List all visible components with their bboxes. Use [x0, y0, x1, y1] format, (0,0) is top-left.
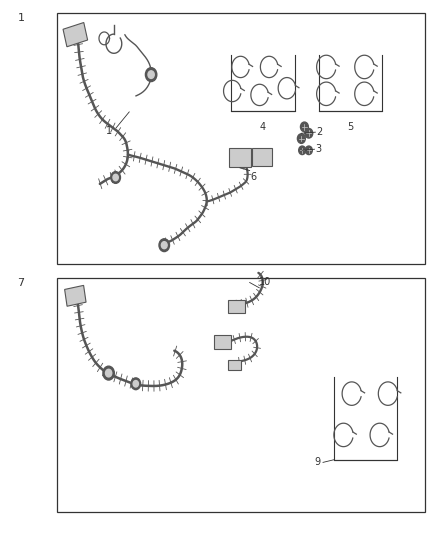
Circle shape: [103, 366, 114, 380]
FancyBboxPatch shape: [228, 300, 245, 313]
FancyBboxPatch shape: [229, 148, 251, 167]
Circle shape: [106, 369, 112, 377]
Circle shape: [145, 68, 157, 82]
Circle shape: [297, 134, 305, 143]
FancyBboxPatch shape: [228, 360, 241, 370]
Circle shape: [159, 239, 170, 252]
Text: 10: 10: [259, 277, 272, 287]
Circle shape: [300, 122, 308, 132]
Text: 6: 6: [251, 172, 257, 182]
Circle shape: [131, 378, 141, 390]
Circle shape: [305, 128, 313, 138]
Circle shape: [113, 174, 118, 181]
Circle shape: [299, 146, 306, 155]
FancyBboxPatch shape: [252, 148, 272, 166]
Bar: [57, 278, 425, 512]
FancyBboxPatch shape: [63, 22, 88, 47]
Circle shape: [305, 146, 312, 155]
Circle shape: [148, 71, 154, 78]
Text: 1: 1: [106, 126, 112, 135]
Text: 4: 4: [260, 123, 266, 132]
Text: 7: 7: [18, 278, 25, 288]
Text: 1: 1: [18, 13, 25, 23]
Circle shape: [111, 172, 120, 183]
Text: 9: 9: [315, 457, 321, 467]
FancyBboxPatch shape: [65, 285, 86, 306]
Circle shape: [133, 381, 138, 387]
Text: 3: 3: [315, 144, 321, 154]
Text: 2: 2: [316, 127, 322, 137]
Circle shape: [161, 241, 167, 249]
FancyBboxPatch shape: [214, 335, 231, 349]
Bar: [57, 13, 425, 264]
Text: 5: 5: [347, 123, 353, 132]
